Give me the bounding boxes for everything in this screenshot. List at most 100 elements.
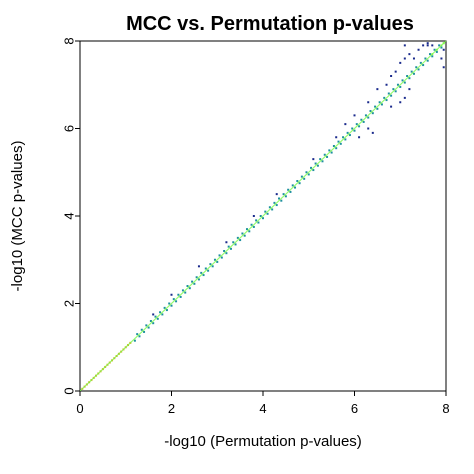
data-point [184, 291, 187, 294]
reference-line [79, 40, 447, 392]
data-point [337, 140, 340, 143]
data-point [387, 92, 390, 95]
data-point [344, 123, 347, 126]
data-point [426, 59, 429, 62]
data-point [211, 265, 214, 268]
data-point [330, 151, 333, 154]
data-point [401, 79, 404, 82]
data-point [147, 326, 150, 329]
data-point [259, 215, 262, 217]
data-point [323, 153, 326, 156]
data-point [367, 101, 370, 104]
data-point [200, 271, 203, 274]
data-point [426, 42, 429, 45]
data-point [236, 236, 239, 239]
data-point [399, 85, 402, 88]
data-point [412, 57, 415, 60]
data-point [191, 280, 194, 283]
data-point [417, 48, 420, 51]
data-point [188, 287, 191, 290]
data-point [179, 295, 182, 298]
data-point [358, 136, 361, 139]
data-point [197, 265, 200, 268]
data-point [364, 114, 367, 117]
data-point [268, 206, 271, 209]
data-point [310, 166, 313, 169]
data-point [291, 184, 294, 187]
data-point [422, 44, 425, 47]
data-point [394, 70, 397, 73]
data-point [186, 285, 189, 287]
data-point [422, 64, 425, 67]
data-point [136, 333, 139, 336]
data-point [280, 199, 283, 202]
data-point [371, 131, 374, 134]
data-point [138, 335, 141, 338]
data-point [376, 107, 379, 110]
data-point [358, 125, 361, 128]
data-point [408, 53, 411, 56]
data-point [172, 298, 175, 301]
data-point [440, 46, 443, 49]
data-point [248, 230, 251, 233]
data-point [165, 309, 168, 312]
data-point [328, 149, 331, 152]
data-point [374, 105, 377, 108]
data-point [156, 317, 159, 320]
data-point [362, 120, 365, 123]
data-point [275, 204, 278, 207]
data-point [335, 136, 338, 139]
data-point [216, 260, 219, 263]
data-point [438, 44, 441, 47]
y-axis: 0 2 4 6 8 [62, 37, 80, 395]
data-point [255, 219, 258, 222]
data-point [177, 293, 180, 296]
data-point [355, 123, 358, 126]
data-point [140, 328, 143, 331]
data-point [266, 212, 269, 215]
data-point [300, 175, 303, 178]
data-point [264, 210, 267, 213]
x-tick-label: 4 [259, 401, 266, 416]
data-point [229, 247, 232, 250]
data-point [294, 186, 297, 189]
data-point [227, 245, 230, 248]
x-tick-label: 8 [442, 401, 449, 416]
data-point [378, 101, 381, 104]
data-point [442, 66, 445, 69]
data-point [170, 293, 173, 296]
x-axis-label: -log10 (Permutation p-values) [164, 433, 362, 450]
data-point [239, 239, 242, 242]
data-point [440, 57, 443, 60]
data-point [257, 221, 260, 224]
data-point [428, 53, 431, 56]
y-tick-label: 2 [62, 300, 77, 307]
y-tick-label: 6 [62, 125, 77, 132]
data-point [316, 164, 319, 167]
x-tick-label: 0 [76, 401, 83, 416]
data-point [303, 177, 306, 180]
data-point [202, 274, 205, 277]
data-point [321, 160, 324, 163]
data-point [252, 225, 255, 228]
y-axis-label: -log10 (MCC p-values) [9, 141, 26, 292]
data-point [223, 250, 226, 252]
data-point [403, 96, 406, 99]
data-point [360, 118, 363, 121]
data-point [431, 55, 434, 58]
data-point [245, 228, 248, 231]
data-point [312, 169, 315, 172]
x-tick-label: 6 [351, 401, 358, 416]
data-point [289, 190, 292, 193]
data-point [232, 241, 235, 244]
data-point [403, 81, 406, 84]
data-point [426, 44, 429, 47]
data-point [262, 217, 264, 220]
x-axis: 0 2 4 6 8 [76, 391, 450, 416]
data-point [298, 182, 301, 185]
data-point [353, 129, 356, 132]
data-point [193, 282, 196, 285]
data-point [319, 158, 322, 161]
data-point [367, 127, 370, 130]
data-point [410, 70, 413, 73]
